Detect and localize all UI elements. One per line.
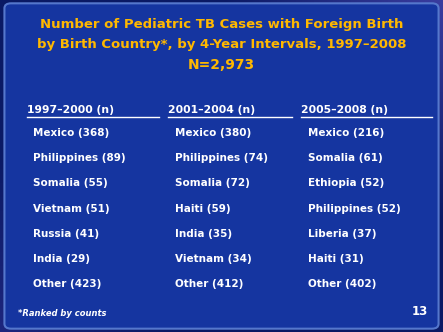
Text: 2001–2004 (n): 2001–2004 (n) bbox=[168, 105, 256, 115]
Text: Mexico (216): Mexico (216) bbox=[308, 128, 384, 138]
Text: 13: 13 bbox=[411, 305, 427, 318]
Text: *Ranked by counts: *Ranked by counts bbox=[18, 309, 106, 318]
Text: Philippines (52): Philippines (52) bbox=[308, 204, 400, 213]
Text: Liberia (37): Liberia (37) bbox=[308, 229, 377, 239]
Text: Number of Pediatric TB Cases with Foreign Birth: Number of Pediatric TB Cases with Foreig… bbox=[40, 18, 403, 31]
Text: Vietnam (34): Vietnam (34) bbox=[175, 254, 252, 264]
Text: Somalia (61): Somalia (61) bbox=[308, 153, 383, 163]
Text: Other (412): Other (412) bbox=[175, 279, 243, 289]
Text: Philippines (74): Philippines (74) bbox=[175, 153, 268, 163]
Text: Philippines (89): Philippines (89) bbox=[33, 153, 126, 163]
Text: Ethiopia (52): Ethiopia (52) bbox=[308, 178, 384, 188]
Text: Russia (41): Russia (41) bbox=[33, 229, 99, 239]
Text: Haiti (59): Haiti (59) bbox=[175, 204, 231, 213]
Text: Other (402): Other (402) bbox=[308, 279, 376, 289]
Text: India (35): India (35) bbox=[175, 229, 232, 239]
Text: Mexico (380): Mexico (380) bbox=[175, 128, 251, 138]
Text: Somalia (72): Somalia (72) bbox=[175, 178, 250, 188]
Text: 1997–2000 (n): 1997–2000 (n) bbox=[27, 105, 113, 115]
FancyBboxPatch shape bbox=[4, 3, 439, 329]
Text: N=2,973: N=2,973 bbox=[188, 58, 255, 72]
Text: Somalia (55): Somalia (55) bbox=[33, 178, 108, 188]
Text: by Birth Country*, by 4-Year Intervals, 1997–2008: by Birth Country*, by 4-Year Intervals, … bbox=[37, 38, 406, 51]
Text: Haiti (31): Haiti (31) bbox=[308, 254, 364, 264]
Text: India (29): India (29) bbox=[33, 254, 90, 264]
Text: 2005–2008 (n): 2005–2008 (n) bbox=[301, 105, 388, 115]
Text: Other (423): Other (423) bbox=[33, 279, 101, 289]
Text: Mexico (368): Mexico (368) bbox=[33, 128, 109, 138]
Text: Vietnam (51): Vietnam (51) bbox=[33, 204, 110, 213]
